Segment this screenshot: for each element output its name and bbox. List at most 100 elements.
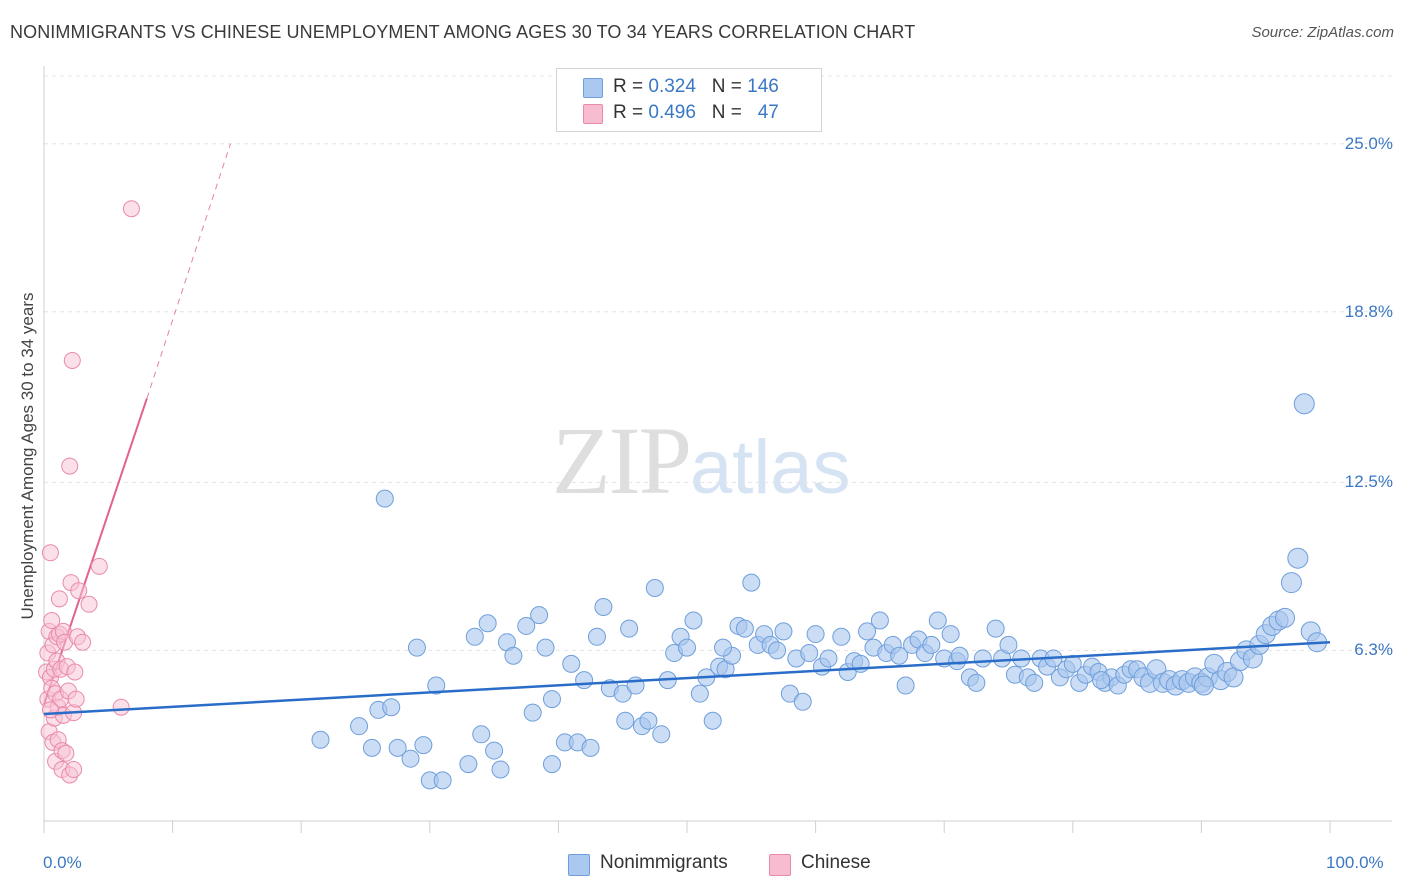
nonimmigrants-point	[1293, 393, 1315, 415]
y-tick-label: 6.3%	[1354, 640, 1393, 660]
nonimmigrants-point	[793, 692, 812, 711]
chinese-points	[38, 200, 140, 784]
nonimmigrants-point	[690, 684, 709, 703]
chinese-point	[80, 595, 98, 613]
nonimmigrants-point	[542, 755, 561, 774]
chinese-point	[57, 744, 75, 762]
nonimmigrants-point	[774, 622, 793, 641]
nonimmigrants-point	[645, 579, 664, 598]
nonimmigrants-point	[362, 738, 381, 757]
nonimmigrants-point	[1287, 547, 1309, 569]
legend-r-value: 0.324	[648, 76, 696, 97]
chinese-trend-solid	[43, 398, 148, 705]
chinese-point	[43, 612, 61, 630]
nonimmigrants-point	[870, 611, 889, 630]
legend-n-value: 146	[747, 76, 779, 97]
chinese-point	[63, 351, 81, 369]
nonimmigrants-point	[536, 638, 555, 657]
nonimmigrants-point	[973, 649, 992, 668]
nonimmigrants-point	[922, 635, 941, 654]
nonimmigrants-point	[465, 627, 484, 646]
nonimmigrants-point	[896, 676, 915, 695]
nonimmigrants-point	[517, 616, 536, 635]
nonimmigrants-point	[1092, 671, 1111, 690]
chinese-point	[50, 590, 68, 608]
nonimmigrants-point	[459, 755, 478, 774]
nonimmigrants-point	[967, 673, 986, 692]
nonimmigrants-point	[311, 730, 330, 749]
grid-lines	[44, 75, 1392, 651]
legend-swatch-blue	[583, 78, 603, 98]
nonimmigrants-point	[350, 717, 369, 736]
nonimmigrants-point	[485, 741, 504, 760]
y-tick-label: 12.5%	[1344, 472, 1393, 492]
nonimmigrants-point	[999, 635, 1018, 654]
nonimmigrants-point	[1274, 607, 1295, 628]
nonimmigrants-point	[562, 654, 581, 673]
nonimmigrants-point	[800, 644, 819, 663]
nonimmigrants-point	[806, 625, 825, 644]
chinese-point	[66, 663, 84, 681]
y-axis-label: Unemployment Among Ages 30 to 34 years	[18, 292, 37, 620]
bottom-legend-swatch-pink	[769, 854, 791, 876]
nonimmigrants-point	[819, 649, 838, 668]
nonimmigrants-point	[581, 738, 600, 757]
nonimmigrants-point	[587, 627, 606, 646]
nonimmigrants-point	[575, 671, 594, 690]
chinese-point	[70, 582, 88, 600]
legend-text: R = 0.324 N = 146	[613, 76, 779, 97]
nonimmigrants-point	[542, 690, 561, 709]
chinese-point	[112, 698, 130, 716]
chinese-trend-dashed	[146, 143, 231, 399]
chinese-point	[74, 633, 92, 651]
nonimmigrants-point	[388, 738, 407, 757]
chinese-point	[65, 761, 83, 779]
nonimmigrants-point	[530, 606, 549, 625]
nonimmigrants-point	[703, 711, 722, 730]
nonimmigrants-point	[950, 646, 969, 665]
nonimmigrants-point	[858, 622, 877, 641]
nonimmigrants-point	[504, 646, 523, 665]
legend-n-value: 47	[757, 102, 779, 123]
nonimmigrants-points	[311, 393, 1328, 790]
chinese-point	[61, 457, 79, 475]
legend-text: R = 0.496 N = 47	[613, 102, 779, 123]
nonimmigrants-trend-solid	[43, 640, 1331, 716]
nonimmigrants-point	[890, 646, 909, 665]
source-credit: Source: ZipAtlas.com	[1251, 24, 1394, 41]
chinese-point	[41, 544, 59, 562]
chart-title: NONIMMIGRANTS VS CHINESE UNEMPLOYMENT AM…	[10, 22, 916, 42]
nonimmigrants-point	[620, 619, 639, 638]
nonimmigrants-point	[678, 638, 696, 657]
nonimmigrants-point	[375, 489, 394, 508]
legend-swatch-pink	[583, 104, 603, 124]
nonimmigrants-point	[1280, 572, 1302, 594]
y-tick-label: 18.8%	[1344, 301, 1393, 321]
nonimmigrants-point	[941, 625, 960, 644]
nonimmigrants-point	[382, 698, 401, 717]
nonimmigrants-point	[427, 676, 446, 695]
bottom-legend-label: Chinese	[801, 852, 871, 873]
chinese-trend-line	[43, 143, 231, 705]
nonimmigrants-point	[414, 736, 433, 755]
y-tick-label: 25.0%	[1344, 133, 1393, 153]
nonimmigrants-point	[491, 760, 510, 779]
bottom-legend-swatch-blue	[568, 854, 590, 876]
legend-r-value: 0.496	[648, 102, 696, 123]
x-tick-min: 0.0%	[43, 853, 82, 872]
bottom-legend-label: Nonimmigrants	[600, 852, 728, 873]
nonimmigrants-point	[639, 711, 658, 730]
nonimmigrants-point	[742, 573, 761, 592]
nonimmigrants-point	[714, 638, 733, 657]
nonimmigrants-point	[780, 684, 799, 703]
chinese-point	[90, 557, 108, 575]
chinese-point	[67, 690, 85, 708]
nonimmigrants-point	[401, 749, 420, 768]
nonimmigrants-trend-line	[43, 640, 1331, 716]
nonimmigrants-point	[928, 611, 947, 630]
nonimmigrants-point	[652, 725, 671, 744]
stats-legend: R = 0.324 N = 146 R = 0.496 N = 47	[556, 68, 822, 132]
x-tick-max: 100.0%	[1326, 853, 1384, 872]
nonimmigrants-point	[433, 771, 452, 790]
